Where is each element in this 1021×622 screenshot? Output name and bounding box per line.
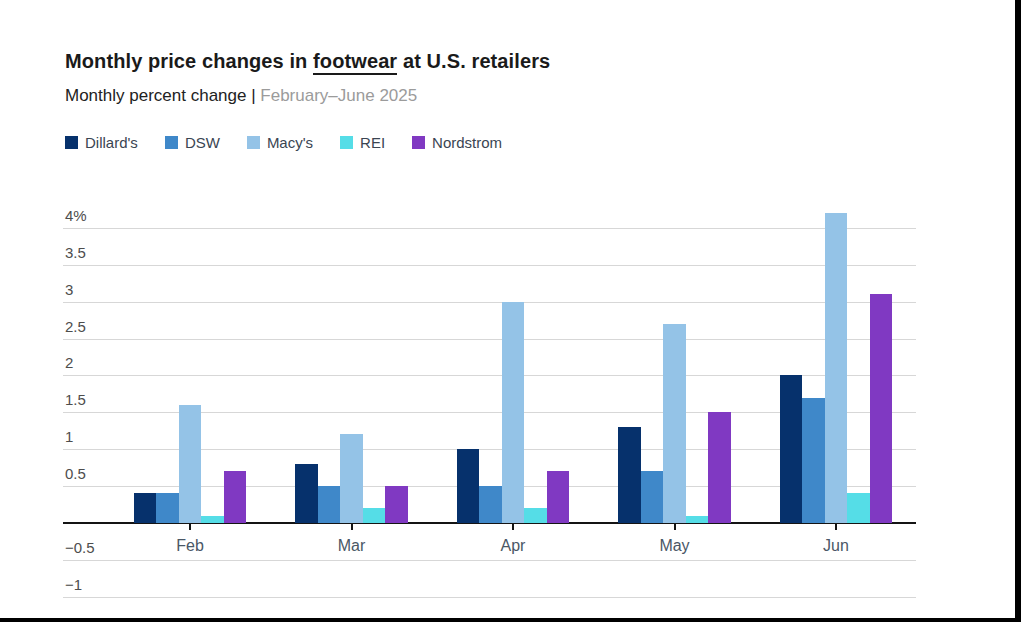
x-axis-label-jun: Jun <box>823 537 849 555</box>
bar-apr-nordstrom <box>547 471 570 523</box>
bar-jun-macys <box>825 213 848 523</box>
gridline--1 <box>63 597 916 598</box>
screenshot-frame: Monthly price changes in footwear at U.S… <box>0 0 1021 622</box>
bar-feb-nordstrom <box>224 471 247 523</box>
x-tick-feb <box>189 523 191 530</box>
y-axis-label-0.5: 0.5 <box>65 465 86 482</box>
bar-feb-rei <box>201 516 224 523</box>
gridline-4 <box>63 228 916 229</box>
bar-may-macys <box>663 324 686 523</box>
bar-may-rei <box>686 516 709 523</box>
chart-canvas: Monthly price changes in footwear at U.S… <box>0 0 1015 618</box>
x-tick-may <box>674 523 676 530</box>
bar-mar-dsw <box>318 486 341 523</box>
y-axis-label--0.5: −0.5 <box>65 539 95 556</box>
bar-jun-dillards <box>780 375 803 523</box>
x-axis-label-mar: Mar <box>338 537 366 555</box>
bar-apr-dsw <box>479 486 502 523</box>
x-axis-label-feb: Feb <box>176 537 204 555</box>
x-tick-mar <box>351 523 353 530</box>
bar-apr-rei <box>524 508 547 523</box>
bar-mar-rei <box>363 508 386 523</box>
y-axis-label-3: 3 <box>65 281 73 298</box>
y-axis-label-4: 4% <box>65 207 87 224</box>
y-axis-label-1.5: 1.5 <box>65 391 86 408</box>
y-axis-label-2.5: 2.5 <box>65 318 86 335</box>
bar-mar-macys <box>340 434 363 523</box>
gridline-3 <box>63 302 916 303</box>
y-axis-label-2: 2 <box>65 354 73 371</box>
y-axis-label--1: −1 <box>65 576 82 593</box>
gridline--0.5 <box>63 560 916 561</box>
bar-jun-rei <box>847 493 870 523</box>
y-axis-label-3.5: 3.5 <box>65 244 86 261</box>
x-tick-jun <box>835 523 837 530</box>
bar-may-nordstrom <box>708 412 731 523</box>
x-tick-apr <box>512 523 514 530</box>
bar-feb-dillards <box>134 493 157 523</box>
plot-area: 4% 3.5 3 2.5 2 1.5 1 0.5 −0.5 −1 Feb Mar Apr May Jun <box>0 0 1015 618</box>
y-axis-label-1: 1 <box>65 428 73 445</box>
bar-jun-nordstrom <box>870 294 893 523</box>
bar-feb-dsw <box>156 493 179 523</box>
x-axis-label-apr: Apr <box>501 537 526 555</box>
bar-apr-dillards <box>457 449 480 523</box>
bar-may-dillards <box>618 427 641 523</box>
bar-feb-macys <box>179 405 202 523</box>
bar-may-dsw <box>641 471 664 523</box>
bar-mar-nordstrom <box>385 486 408 523</box>
gridline-3.5 <box>63 265 916 266</box>
bar-mar-dillards <box>295 464 318 523</box>
bar-apr-macys <box>502 302 525 523</box>
bar-jun-dsw <box>802 398 825 523</box>
gridline-2.5 <box>63 339 916 340</box>
x-axis-label-may: May <box>659 537 689 555</box>
